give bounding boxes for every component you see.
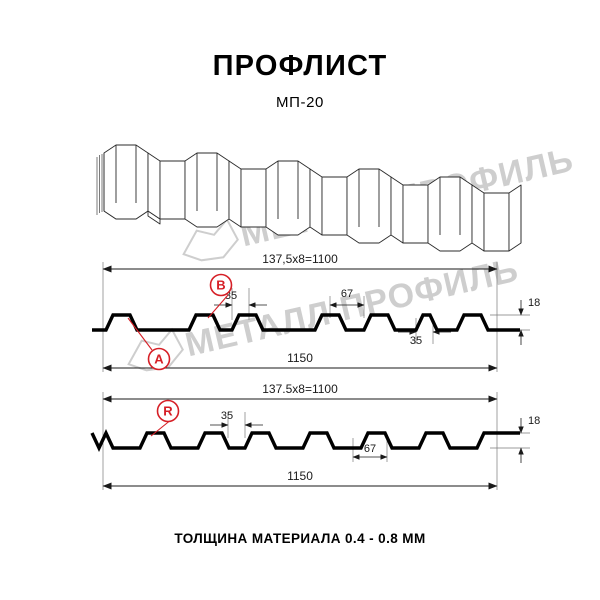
- balloon-r: R: [150, 399, 180, 437]
- sheet-edge-stack: [96, 153, 105, 215]
- dim-18-top-label: 18: [528, 297, 540, 309]
- dim-67-bottom-label: 67: [364, 443, 376, 455]
- profile-outline-top: [92, 313, 520, 332]
- dim-18-bottom: 18: [518, 415, 540, 463]
- dim-1100-top: 137,5x8=1100: [102, 252, 498, 273]
- dim-67-bottom: 67: [352, 443, 388, 460]
- dim-1150-bottom: 1150: [102, 469, 498, 490]
- isometric-sheet-view: [96, 144, 522, 252]
- cross-section-top: 137,5x8=1100 35 67 35 18 1150: [92, 252, 540, 372]
- dim-67-top: 67: [329, 288, 365, 308]
- dim-18-top: 18: [518, 297, 540, 345]
- profile-outline-bottom: [90, 428, 520, 453]
- balloon-a-label: A: [154, 352, 164, 367]
- balloon-b: B: [207, 273, 233, 319]
- dim-18-bottom-label: 18: [528, 415, 540, 427]
- dim-1100-bottom-label: 137.5x8=1100: [262, 382, 338, 396]
- balloon-r-label: R: [163, 404, 173, 419]
- watermark-logo-icon: [182, 217, 239, 262]
- dim-1100-bottom: 137.5x8=1100: [102, 382, 498, 403]
- dim-35-bottom-label: 35: [221, 410, 233, 422]
- dim-35-top-right-label: 35: [410, 335, 422, 347]
- dim-1150-top-label: 1150: [287, 351, 313, 365]
- watermark-label: МЕТАЛЛ ПРОФИЛЬ: [182, 251, 522, 365]
- corrugation-ribs: [103, 144, 522, 252]
- balloon-a: A: [127, 317, 171, 371]
- dim-1100-top-label: 137,5x8=1100: [262, 252, 338, 266]
- dim-1150-top: 1150: [102, 351, 498, 372]
- material-thickness-label: ТОЛЩИНА МАТЕРИАЛА 0.4 - 0.8 ММ: [174, 531, 426, 546]
- dim-67-top-label: 67: [341, 288, 353, 300]
- footer-block: ТОЛЩИНА МАТЕРИАЛА 0.4 - 0.8 ММ: [0, 530, 600, 548]
- dim-1150-bottom-label: 1150: [287, 469, 313, 483]
- dim-35-top-right: 35: [398, 329, 451, 347]
- balloon-b-label: B: [216, 278, 225, 293]
- cross-section-bottom: 137.5x8=1100 35 67 18 1150: [90, 382, 540, 490]
- dim-35-bottom: 35: [210, 410, 263, 428]
